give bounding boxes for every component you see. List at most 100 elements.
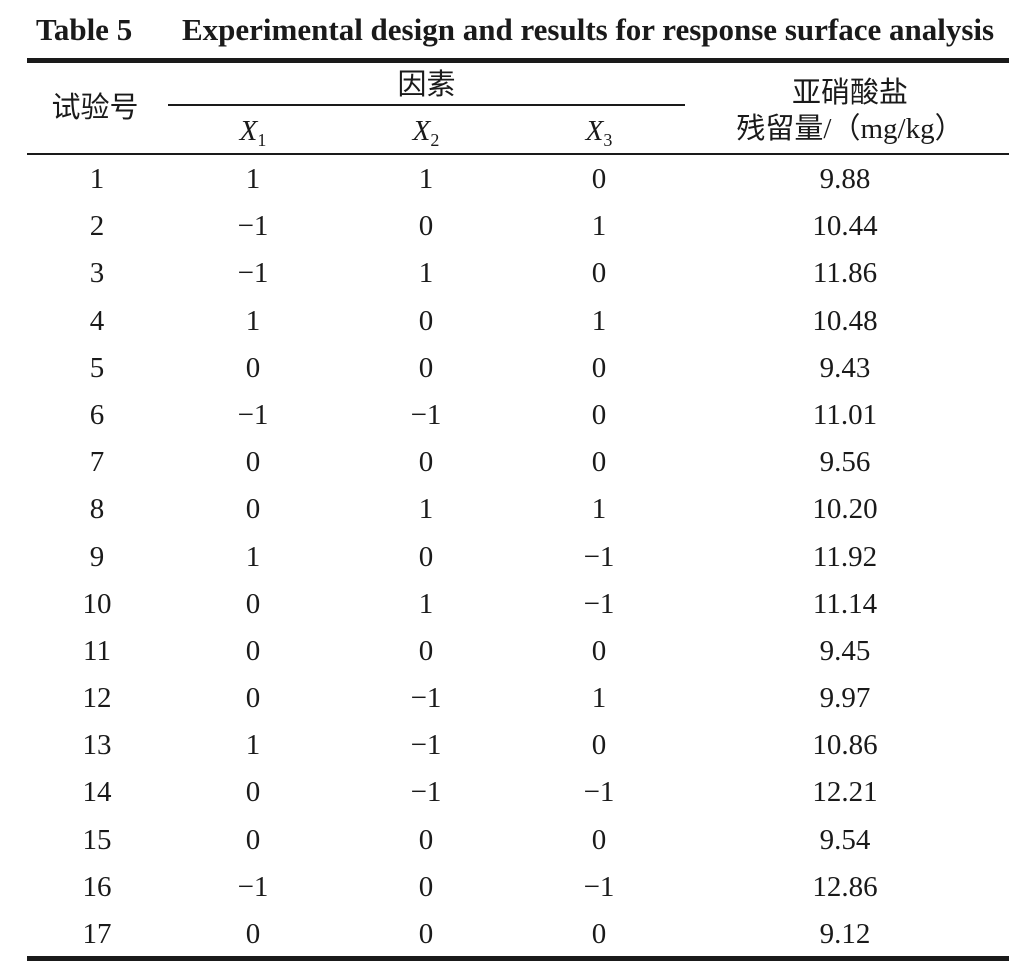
cell-x3: 0 [591,257,607,290]
cell-trial-number: 5 [89,351,105,384]
table-row: 15 0 0 0 9.54 [0,817,1023,864]
cell-x3: −1 [583,587,615,620]
cell-x1: 1 [245,540,261,573]
cell-trial-number: 13 [82,729,112,762]
header-x1-subscript: 1 [257,130,267,150]
cell-x2: 1 [418,587,434,620]
cell-nitrite-residue: 9.45 [819,634,871,667]
cell-x1: 1 [245,163,261,195]
cell-x1: 0 [245,446,261,479]
cell-x1: −1 [237,210,269,243]
header-x1: X1 [213,113,293,158]
cell-x2: 0 [418,446,434,479]
cell-nitrite-residue: 12.86 [812,870,878,903]
header-response-line2: 残留量/（mg/kg） [736,113,964,145]
cell-x2: −1 [410,729,442,762]
table-label: Table 5 [36,12,133,47]
cell-trial-number: 10 [82,587,112,620]
cell-x1: 1 [245,729,261,762]
cell-nitrite-residue: 10.48 [812,304,878,337]
cell-x2: 1 [418,493,434,526]
cell-x2: 1 [418,163,434,195]
cell-nitrite-residue: 9.97 [819,682,871,715]
cell-x3: 0 [591,163,607,195]
cell-x1: −1 [237,257,269,290]
cell-x1: 0 [245,823,261,856]
header-x2-symbol: X [412,115,431,147]
cell-x1: −1 [237,398,269,431]
cell-nitrite-residue: 9.12 [819,918,871,950]
cell-trial-number: 7 [89,446,105,479]
table-row: 7 0 0 0 9.56 [0,439,1023,486]
cell-x3: −1 [583,870,615,903]
header-x2: X2 [386,113,466,158]
cell-nitrite-residue: 10.86 [812,729,878,762]
table-row: 14 0 −1 −1 12.21 [0,769,1023,816]
header-x3: X3 [559,113,639,158]
cell-trial-number: 2 [89,210,105,243]
cell-x3: 1 [591,682,607,715]
cell-x3: 0 [591,634,607,667]
cell-trial-number: 3 [89,257,105,290]
cell-nitrite-residue: 11.14 [812,587,878,620]
cell-nitrite-residue: 9.56 [819,446,871,479]
table-row: 8 0 1 1 10.20 [0,486,1023,533]
cell-x2: 0 [418,540,434,573]
cell-x3: 1 [591,210,607,243]
cell-trial-number: 11 [83,634,111,667]
cell-nitrite-residue: 9.88 [819,163,871,195]
table-row: 2 −1 0 1 10.44 [0,203,1023,250]
cell-nitrite-residue: 12.21 [812,776,878,809]
cell-x3: 1 [591,304,607,337]
table-row: 16 −1 0 −1 12.86 [0,864,1023,911]
cell-x3: 0 [591,729,607,762]
cell-trial-number: 6 [89,398,105,431]
header-x3-symbol: X [585,115,604,147]
cell-trial-number: 8 [89,493,105,526]
cell-x2: −1 [410,398,442,431]
cell-x3: 0 [591,823,607,856]
table-caption: Table 5 Experimental design and results f… [36,10,1003,50]
cell-x2: 0 [418,918,434,950]
table-row: 3 −1 1 0 11.86 [0,250,1023,297]
cell-x2: 0 [418,210,434,243]
cell-x2: 0 [418,870,434,903]
cell-x1: 0 [245,493,261,526]
cell-x1: 0 [245,351,261,384]
cell-x2: −1 [410,682,442,715]
cell-x2: 0 [418,304,434,337]
cell-x3: 0 [591,446,607,479]
header-x2-subscript: 2 [430,130,440,150]
factors-underline [168,104,685,106]
cell-nitrite-residue: 9.43 [819,351,871,384]
table-row: 1 1 1 0 9.88 [0,156,1023,203]
header-x3-subscript: 3 [603,130,613,150]
cell-x2: 0 [418,351,434,384]
top-rule [27,58,1009,63]
table-row: 17 0 0 0 9.12 [0,911,1023,958]
cell-x1: 0 [245,918,261,950]
table-row: 13 1 −1 0 10.86 [0,722,1023,769]
cell-x3: 0 [591,398,607,431]
cell-x3: 0 [591,918,607,950]
cell-x2: −1 [410,776,442,809]
header-rule [27,153,1009,155]
cell-trial-number: 16 [82,870,112,903]
bottom-rule [27,956,1009,961]
table-body: 1 1 1 0 9.88 2 −1 0 1 10.44 3 −1 1 0 11.86 4 1 0 1 10.48 5 0 0… [0,156,1023,958]
cell-x1: −1 [237,870,269,903]
cell-trial-number: 1 [89,163,105,195]
cell-x1: 0 [245,634,261,667]
cell-trial-number: 14 [82,776,112,809]
cell-trial-number: 17 [82,918,112,950]
cell-x2: 0 [418,634,434,667]
table-row: 5 0 0 0 9.43 [0,345,1023,392]
cell-nitrite-residue: 11.01 [812,398,878,431]
cell-x2: 0 [418,823,434,856]
cell-nitrite-residue: 11.86 [812,257,878,290]
cell-x1: 0 [245,682,261,715]
cell-nitrite-residue: 10.44 [812,210,878,243]
table-row: 10 0 1 −1 11.14 [0,581,1023,628]
cell-x3: −1 [583,776,615,809]
table-row: 11 0 0 0 9.45 [0,628,1023,675]
